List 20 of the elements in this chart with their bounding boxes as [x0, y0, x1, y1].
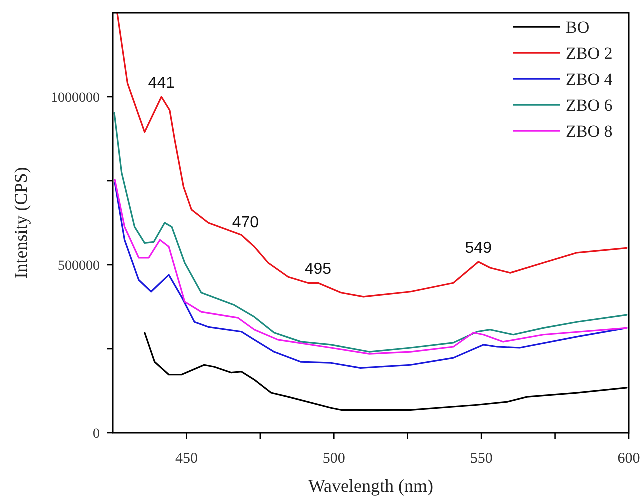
- x-tick-label: 450: [175, 451, 198, 467]
- x-axis-title: Wavelength (nm): [308, 476, 434, 496]
- y-tick-label: 0: [93, 427, 100, 442]
- x-tick-label: 550: [470, 451, 493, 467]
- line-series: [114, 112, 628, 353]
- annotation: 441: [148, 75, 176, 92]
- legend-label: ZBO 6: [566, 96, 613, 115]
- legend-label: BO: [566, 18, 590, 37]
- legend-label: ZBO 2: [566, 44, 613, 63]
- x-tick-label: 600: [618, 451, 640, 467]
- annotation: 495: [304, 261, 332, 278]
- y-tick-label: 500000: [58, 259, 100, 274]
- y-axis-title: Intensity (CPS): [11, 167, 31, 279]
- line-series: [116, 13, 628, 298]
- annotation: 549: [465, 240, 492, 257]
- y-tick-label: 1000000: [51, 91, 100, 106]
- x-tick-label: 500: [322, 451, 346, 467]
- legend-label: ZBO 8: [566, 122, 613, 141]
- legend-label: ZBO 4: [566, 70, 614, 89]
- annotation: 470: [232, 214, 260, 232]
